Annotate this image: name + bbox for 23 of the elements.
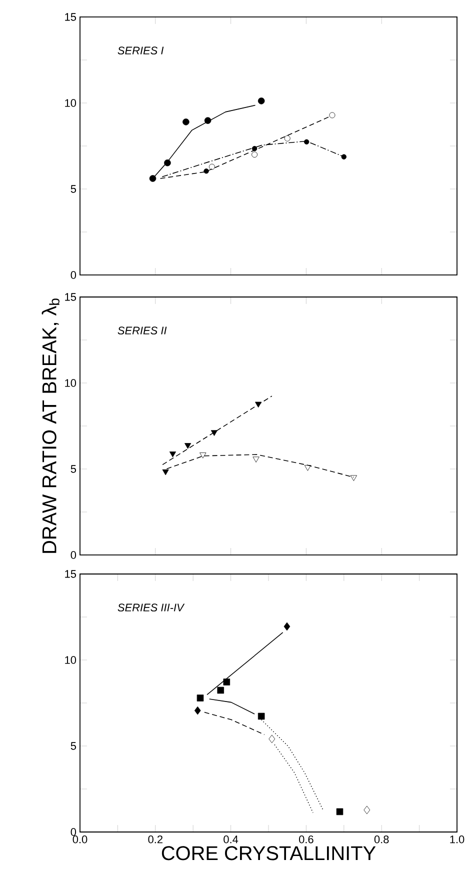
y-tick-label: 5 [70,742,76,750]
y-tick-label: 15 [65,570,76,578]
y-tick-label: 5 [70,465,76,473]
text: SERIES I [118,46,164,54]
y-tick-label: 0 [70,551,76,559]
y-tick-label: 15 [65,13,76,21]
x-axis-title: CORE CRYSTALLINITY [162,846,376,860]
y-tick-label: 15 [65,293,76,301]
x-tick-label: 1.0 [450,836,464,844]
y-tick-label: 10 [65,656,76,664]
x-tick-label: 0.0 [72,836,88,844]
x-tick-label: 0.8 [374,836,389,844]
y-axis-title: DRAW RATIO AT BREAK, λ$_{b}$ [42,298,60,553]
x-tick-label: 0.4 [224,836,238,844]
x-tick-label: 0.6 [299,836,314,844]
y-tick-label: 10 [65,379,76,387]
text: SERIES II [118,326,167,334]
y-tick-label: 5 [70,185,76,193]
y-tick-label: 0 [70,271,76,279]
y-tick-label: 0 [70,828,76,836]
x-tick-label: 0.2 [148,836,162,844]
y-tick-label: 10 [65,99,76,107]
text: SERIES III-IV [118,604,185,612]
